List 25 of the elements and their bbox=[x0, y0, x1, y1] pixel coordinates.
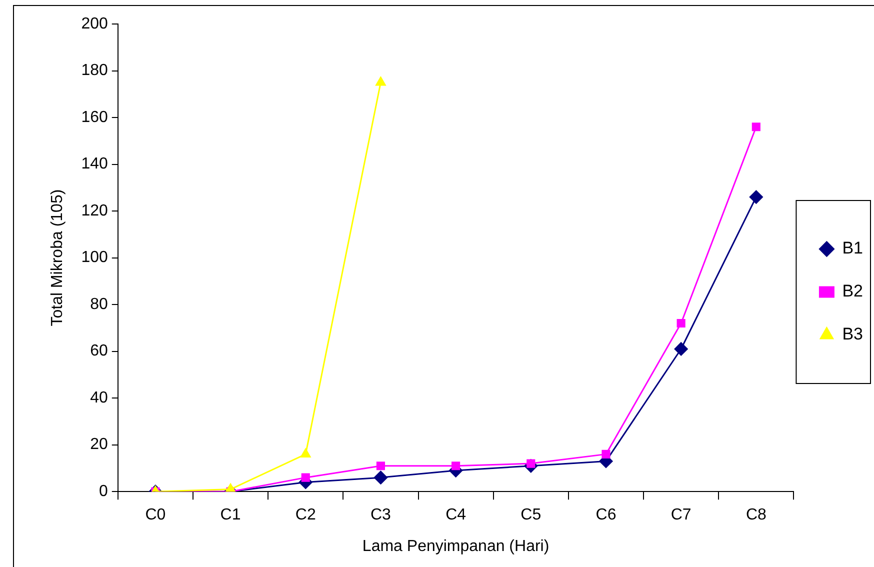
y-tick-label: 100 bbox=[81, 249, 108, 266]
x-tick-label: C5 bbox=[520, 506, 542, 524]
x-tick-label: C6 bbox=[596, 506, 616, 524]
y-tick-label: 160 bbox=[81, 108, 108, 126]
x-tick-label: C2 bbox=[295, 506, 316, 524]
y-tick-label: 80 bbox=[90, 296, 108, 313]
y-tick-label: 40 bbox=[90, 389, 108, 406]
x-tick-label: C4 bbox=[446, 506, 466, 524]
legend-label: B2 bbox=[842, 282, 864, 301]
y-tick-label: 140 bbox=[81, 156, 108, 173]
y-tick-label: 20 bbox=[90, 436, 108, 454]
y-axis-title: Total Mikroba (105) bbox=[49, 189, 66, 326]
x-tick-label: C1 bbox=[220, 506, 241, 524]
x-tick-label: C3 bbox=[370, 506, 392, 524]
y-tick-label: 180 bbox=[81, 62, 108, 80]
y-tick-label: 0 bbox=[98, 483, 108, 500]
legend-label: B3 bbox=[842, 324, 864, 344]
x-tick-label: C8 bbox=[746, 506, 766, 524]
legend-label: B1 bbox=[842, 238, 864, 258]
x-tick-label: C7 bbox=[670, 506, 692, 524]
x-tick-label: C0 bbox=[145, 506, 166, 524]
y-tick-label: 60 bbox=[90, 342, 108, 360]
x-axis-title: Lama Penyimpanan (Hari) bbox=[362, 538, 550, 555]
y-tick-label: 120 bbox=[81, 202, 108, 220]
y-tick-label: 200 bbox=[81, 15, 108, 32]
